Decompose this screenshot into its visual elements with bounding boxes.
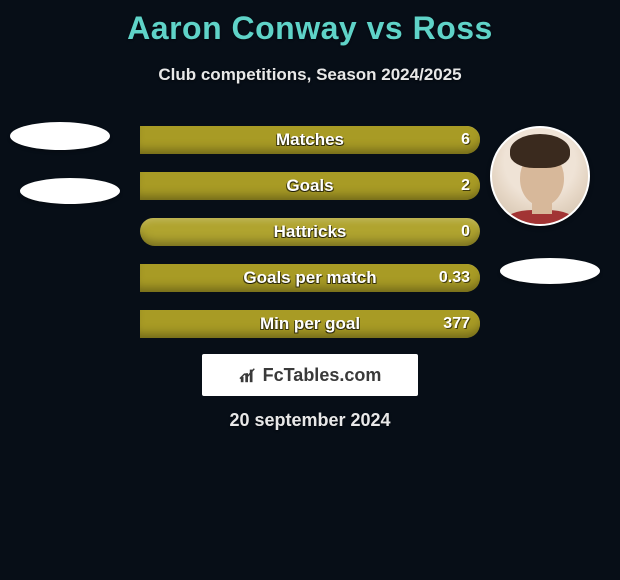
generated-date: 20 september 2024 [0, 410, 620, 431]
bar-value-right: 0.33 [439, 269, 470, 287]
bar-row-min-per-goal: Min per goal 377 [140, 310, 480, 338]
branding-box: FcTables.com [202, 354, 418, 396]
bar-value-right: 377 [443, 315, 470, 333]
bar-value-right: 0 [461, 223, 470, 241]
player-left-team-badge [20, 178, 120, 204]
bar-row-matches: Matches 6 [140, 126, 480, 154]
bar-row-goals: Goals 2 [140, 172, 480, 200]
bar-value-right: 6 [461, 131, 470, 149]
page-title: Aaron Conway vs Ross [0, 0, 620, 47]
bar-label: Hattricks [274, 222, 347, 242]
comparison-bars: Matches 6 Goals 2 Hattricks 0 Goals per … [140, 126, 480, 356]
player-right-team-badge [500, 258, 600, 284]
player-left-avatar-placeholder [10, 122, 110, 150]
branding-text: FcTables.com [263, 365, 382, 386]
bar-label: Goals per match [243, 268, 376, 288]
player-right-avatar [490, 126, 590, 226]
bar-row-hattricks: Hattricks 0 [140, 218, 480, 246]
subtitle: Club competitions, Season 2024/2025 [0, 65, 620, 85]
bar-label: Min per goal [260, 314, 360, 334]
bar-value-right: 2 [461, 177, 470, 195]
bar-row-goals-per-match: Goals per match 0.33 [140, 264, 480, 292]
bar-label: Matches [276, 130, 344, 150]
bar-chart-icon [239, 366, 257, 384]
bar-label: Goals [286, 176, 333, 196]
